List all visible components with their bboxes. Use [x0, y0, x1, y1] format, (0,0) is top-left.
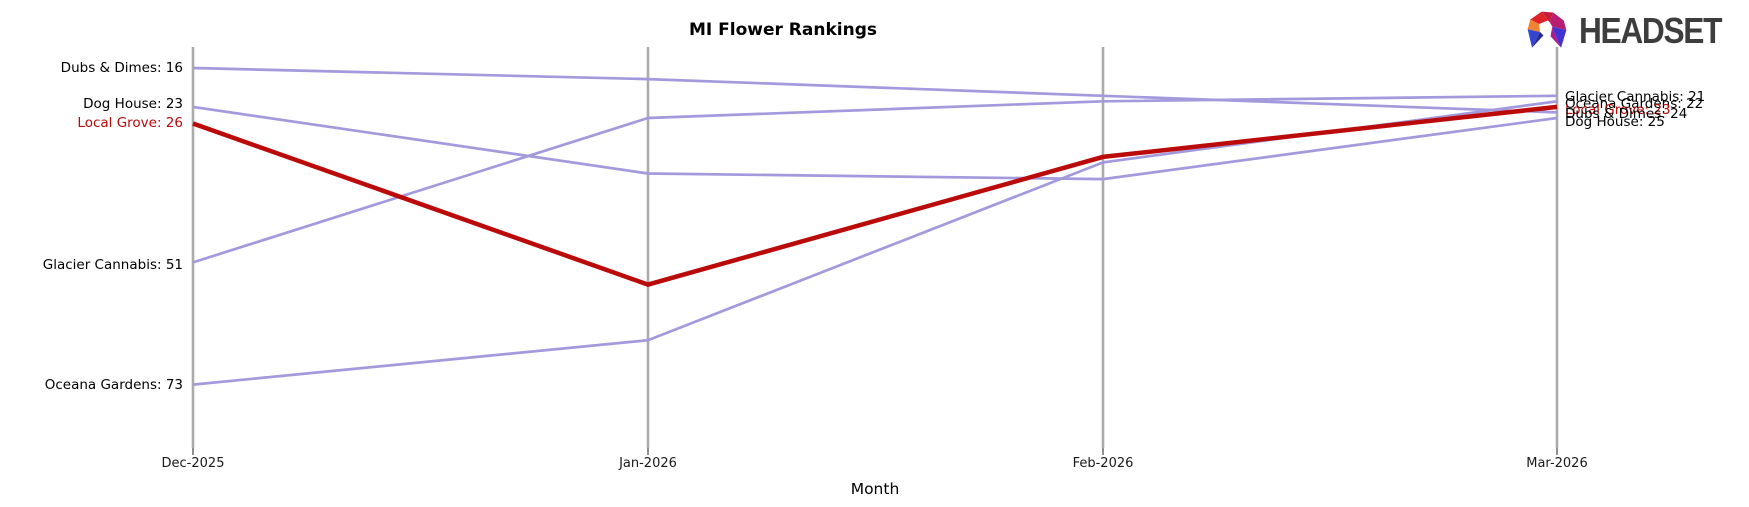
left-label-oceana-gardens: Oceana Gardens: 73: [44, 377, 183, 393]
x-tick-mar-2026: Mar-2026: [1526, 456, 1588, 471]
headset-logo-icon: [1528, 11, 1567, 48]
right-label-dog-house: Dog House: 25: [1565, 114, 1665, 130]
left-label-local-grove: Local Grove: 26: [77, 115, 183, 131]
x-axis-title: Month: [850, 480, 900, 498]
left-label-dog-house: Dog House: 23: [83, 96, 183, 112]
right-label-oceana-gardens: Oceana Gardens: 22: [1565, 96, 1704, 112]
right-label-glacier-cannabis: Glacier Cannabis: 21: [1565, 89, 1706, 105]
x-tick-feb-2026: Feb-2026: [1072, 456, 1134, 471]
right-label-local-grove: Local Grove: 23: [1565, 102, 1671, 118]
x-tick-jan-2026: Jan-2026: [619, 456, 677, 471]
headset-logo: HEADSET: [1523, 9, 1741, 53]
right-label-dubs-and-dimes: Dubs & Dimes: 24: [1565, 106, 1688, 122]
left-label-glacier-cannabis: Glacier Cannabis: 51: [42, 257, 183, 273]
headset-logo-text: HEADSET: [1579, 10, 1722, 51]
chart-title: MI Flower Rankings: [688, 20, 877, 40]
x-tick-dec-2025: Dec-2025: [161, 456, 225, 471]
left-label-dubs-and-dimes: Dubs & Dimes: 16: [60, 60, 183, 76]
